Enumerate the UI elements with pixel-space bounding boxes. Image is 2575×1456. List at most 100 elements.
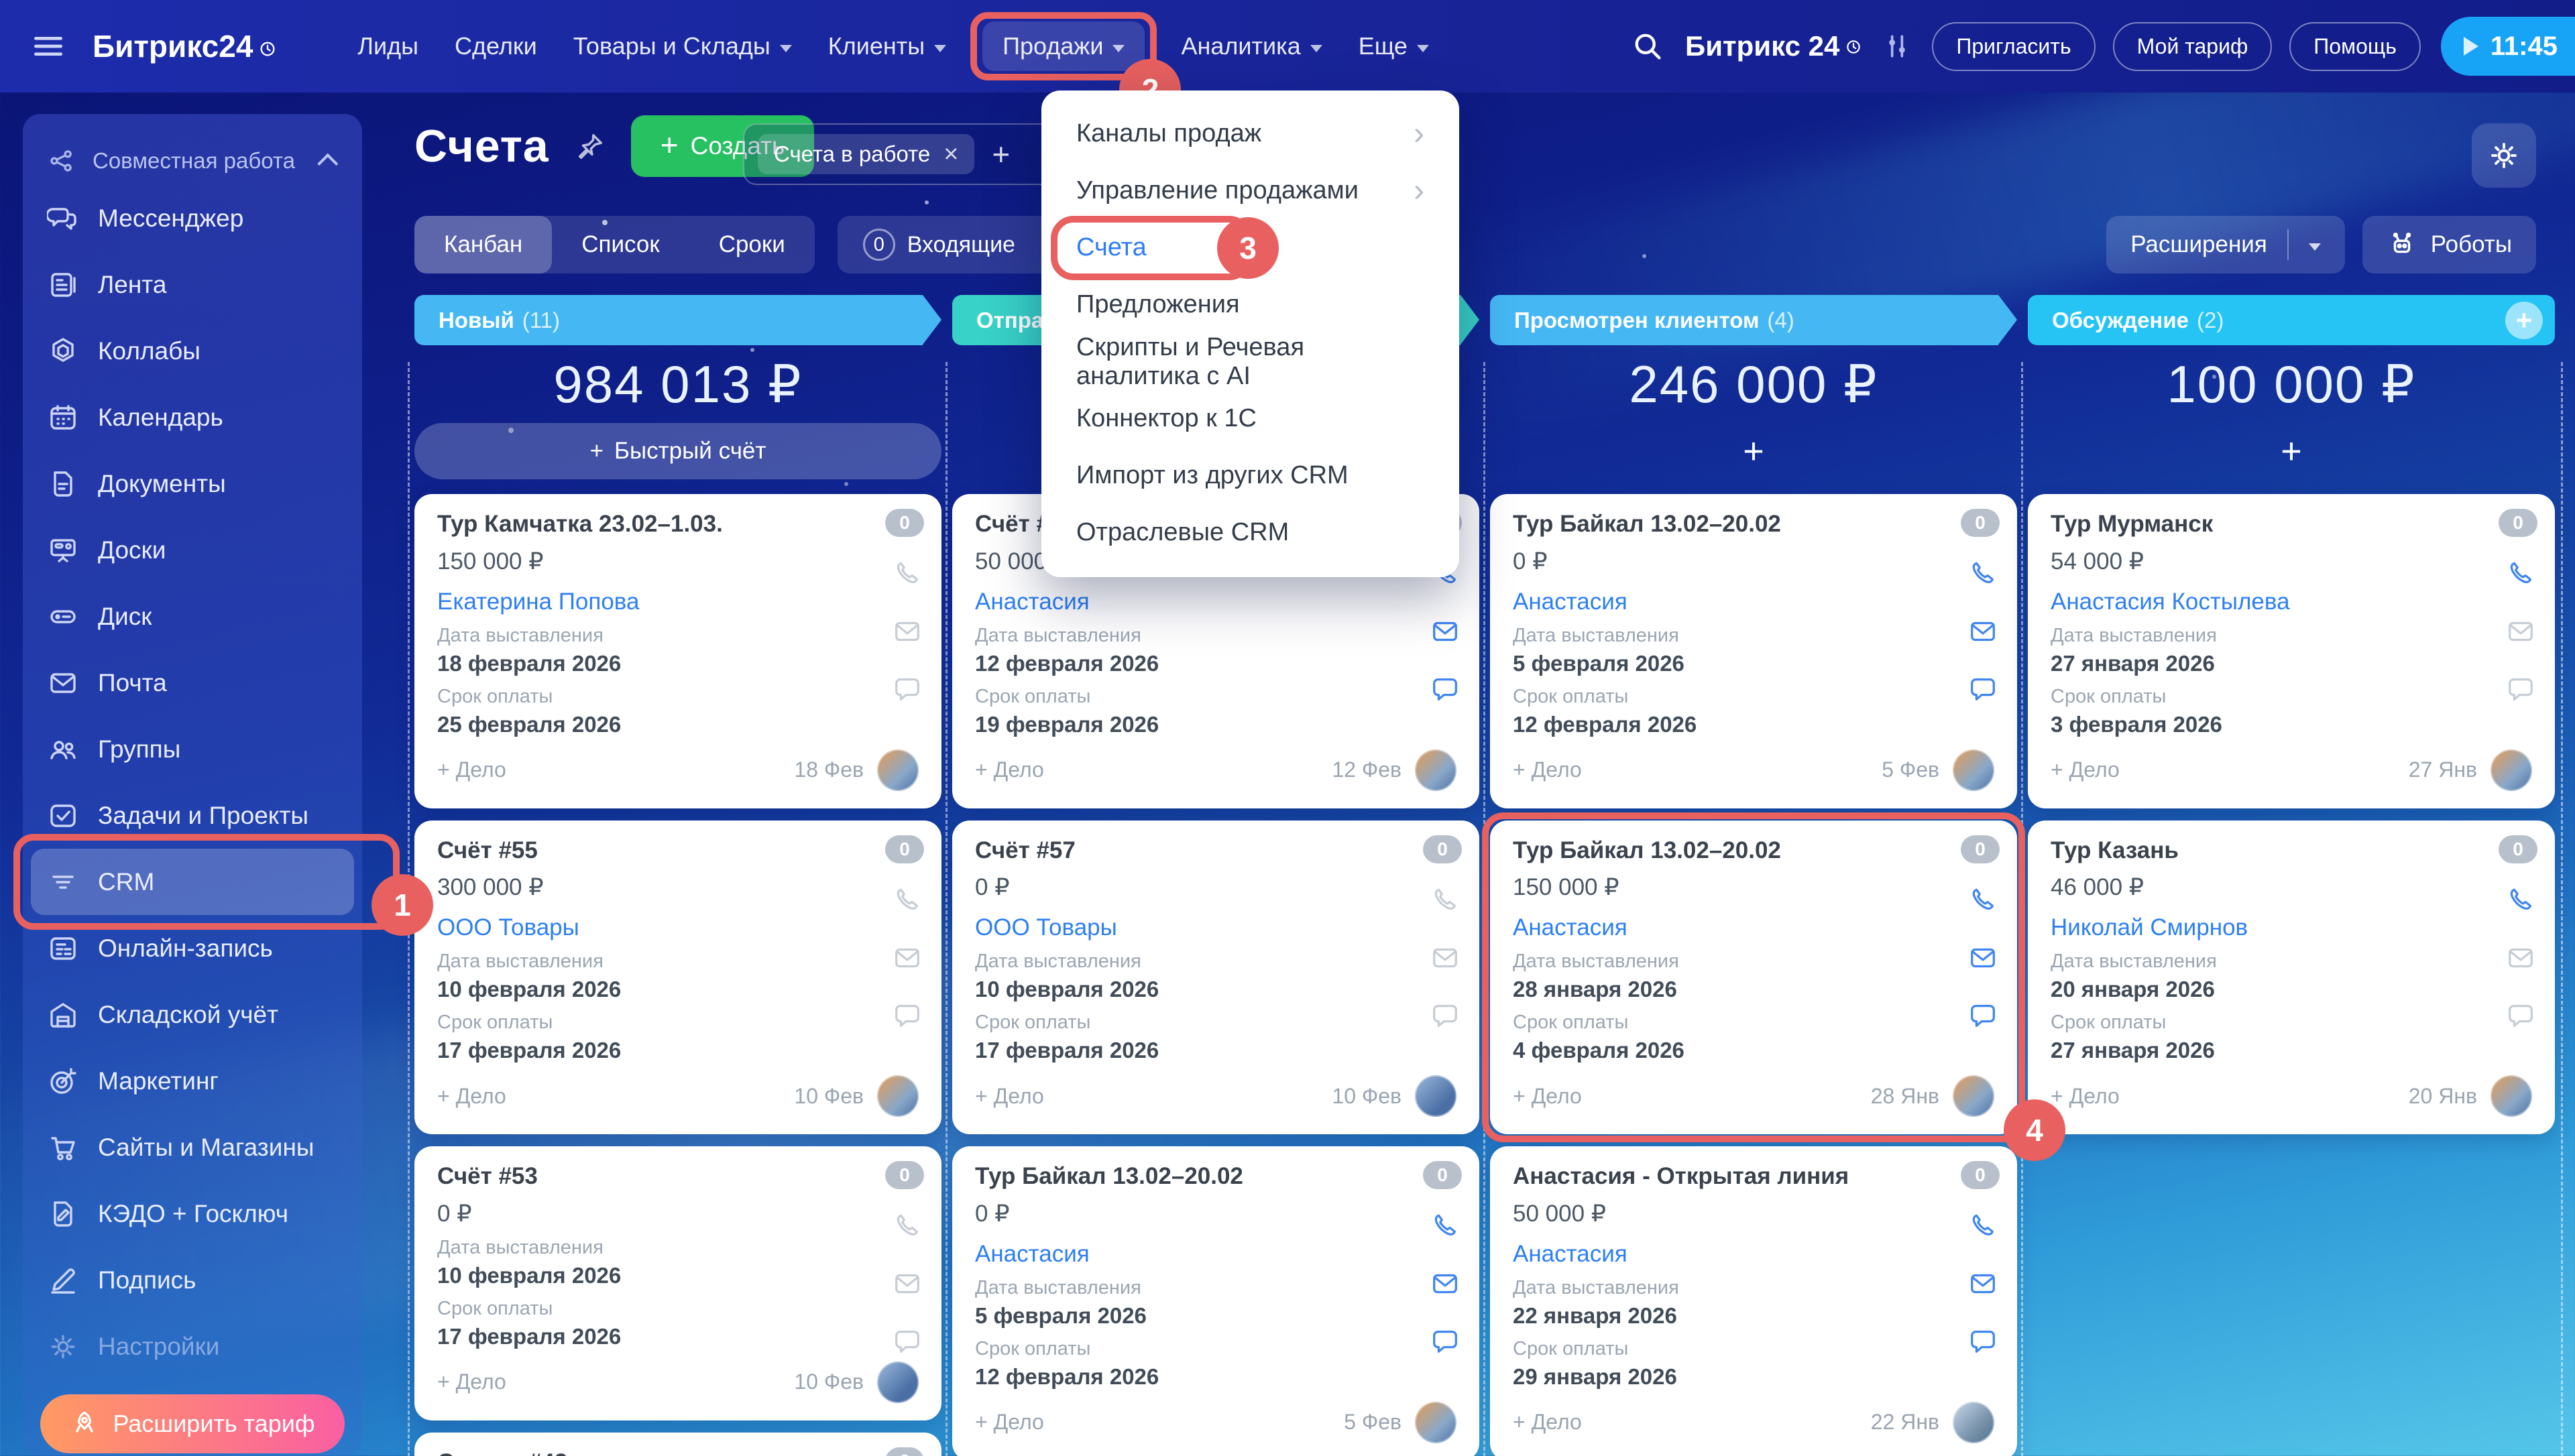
extensions-button[interactable]: Расширения <box>2106 216 2345 274</box>
add-activity-link[interactable]: + Дело <box>2051 757 2120 782</box>
card-client-link[interactable]: Екатерина Попова <box>437 588 640 615</box>
quick-invoice-button[interactable]: + Быстрый счёт <box>414 423 941 479</box>
add-activity-link[interactable]: + Дело <box>975 1410 1044 1434</box>
column-header[interactable]: Просмотрен клиентом (4) <box>1490 295 2017 345</box>
mail-icon[interactable] <box>2505 943 2536 973</box>
phone-icon[interactable] <box>892 1211 923 1241</box>
kanban-card[interactable]: Счёт #55 0 300 000 ₽ ООО Товары Дата выставл… <box>414 820 941 1134</box>
card-client-link[interactable]: Анастасия <box>1513 1240 1627 1267</box>
sidebar-item-CRM[interactable]: CRM 1 <box>13 834 433 936</box>
menu-item-Коннектор к 1С[interactable]: Коннектор к 1С <box>1041 390 1459 447</box>
card-client-link[interactable]: Николай Смирнов <box>2051 914 2248 941</box>
sidebar-item-Маркетинг[interactable]: Маркетинг <box>23 1048 362 1114</box>
phone-icon[interactable] <box>1430 1211 1461 1241</box>
mail-icon[interactable] <box>1967 1268 1998 1299</box>
hamburger-menu-icon[interactable] <box>30 27 67 65</box>
chat-icon[interactable] <box>1967 674 1998 705</box>
add-activity-link[interactable]: + Дело <box>1513 1083 1582 1108</box>
chat-icon[interactable] <box>1967 1326 1998 1357</box>
close-icon[interactable]: × <box>943 139 959 168</box>
sidebar-item-Лента[interactable]: Лента <box>23 251 362 318</box>
tab-Список[interactable]: Список <box>581 231 660 257</box>
kanban-card[interactable]: Счёт #53 0 0 ₽ Дата выставления 10 февраля 2… <box>414 1146 941 1420</box>
chat-icon[interactable] <box>2505 1000 2536 1031</box>
chat-icon[interactable] <box>1430 1000 1461 1031</box>
add-filter-icon[interactable]: + <box>992 137 1011 172</box>
add-activity-link[interactable]: + Дело <box>437 757 506 782</box>
menu-item-Каналы продаж[interactable]: Каналы продаж › <box>1076 115 1424 151</box>
card-client-link[interactable]: Анастасия Костылева <box>2051 588 2290 615</box>
nav-item-Клиенты[interactable]: Клиенты <box>828 32 947 60</box>
phone-icon[interactable] <box>892 558 923 589</box>
chevron-up-icon[interactable] <box>317 153 339 174</box>
add-card-icon[interactable]: + <box>1743 431 1764 471</box>
mail-icon[interactable] <box>892 1268 923 1299</box>
phone-icon[interactable] <box>1967 1211 1998 1241</box>
sidebar-item-Доски[interactable]: Доски <box>23 517 362 583</box>
chat-icon[interactable] <box>1430 674 1461 705</box>
nav-item-Товары и Склады[interactable]: Товары и Склады <box>573 32 792 60</box>
portal-name[interactable]: Битрикс 24 <box>1685 30 1862 62</box>
sidebar-item-Онлайн-запись[interactable]: Онлайн-запись <box>23 915 362 981</box>
mail-icon[interactable] <box>2505 616 2536 647</box>
create-button[interactable]: + Создать <box>630 115 815 177</box>
sidebar-item-Мессенджер[interactable]: Мессенджер <box>23 185 362 251</box>
menu-item-Отраслевые CRM[interactable]: Отраслевые CRM <box>1041 504 1459 561</box>
topbar-button-Помощь[interactable]: Помощь <box>2289 21 2421 71</box>
column-header[interactable]: Обсуждение (2) + <box>2028 295 2555 345</box>
filter-chip[interactable]: Счета в работе × <box>758 134 975 174</box>
kanban-card[interactable]: Счёт #57 0 0 ₽ ООО Товары Дата выставления 10… <box>952 820 1479 1134</box>
mail-icon[interactable] <box>1430 616 1461 647</box>
mail-icon[interactable] <box>892 943 923 973</box>
card-client-link[interactable]: Анастасия <box>1513 914 1627 941</box>
card-client-link[interactable]: Анастасия <box>975 1240 1090 1267</box>
upgrade-plan-button[interactable]: Расширить тариф <box>40 1394 345 1453</box>
mail-icon[interactable] <box>1430 943 1461 973</box>
sidebar-item-Коллабы[interactable]: Коллабы <box>23 318 362 384</box>
menu-item-Управление продажами[interactable]: Управление продажами › <box>1076 172 1424 208</box>
counter-Входящие[interactable]: 0 Входящие <box>862 229 1015 261</box>
add-activity-link[interactable]: + Дело <box>1513 757 1582 782</box>
kanban-card[interactable]: Тур Мурманск 0 54 000 ₽ Анастасия Костылева… <box>2028 494 2555 808</box>
filter-search-bar[interactable]: Счета в работе × + <box>743 123 1058 185</box>
card-client-link[interactable]: ООО Товары <box>437 914 579 941</box>
kanban-card[interactable]: Тур Казань 0 46 000 ₽ Николай Смирнов Дата в… <box>2028 820 2555 1134</box>
phone-icon[interactable] <box>2505 558 2536 589</box>
card-client-link[interactable]: Анастасия <box>975 588 1090 615</box>
sidebar-item-Подпись[interactable]: Подпись <box>23 1247 362 1313</box>
menu-item-Скрипты и Речевая аналитика с AI[interactable]: Скрипты и Речевая аналитика с AI <box>1041 333 1459 390</box>
work-timer-button[interactable]: 11:45 <box>2440 17 2575 76</box>
kanban-card[interactable]: Тур Байкал 13.02–20.02 0 0 ₽ Анастасия Дата … <box>952 1146 1479 1456</box>
sidebar-item-Почта[interactable]: Почта <box>23 650 362 716</box>
kanban-card[interactable]: Сделка #430155 000 ₽ <box>414 1432 941 1456</box>
sidebar-item-Сайты и Магазины[interactable]: Сайты и Магазины <box>23 1114 362 1180</box>
nav-item-Продажи[interactable]: Продажи 2 <box>970 12 1182 121</box>
mail-icon[interactable] <box>892 616 923 647</box>
menu-item-Импорт из других CRM[interactable]: Импорт из других CRM <box>1041 447 1459 504</box>
menu-item-Предложения[interactable]: Предложения <box>1041 276 1459 333</box>
add-activity-link[interactable]: + Дело <box>437 1083 506 1108</box>
sidebar-item-Документы[interactable]: Документы <box>23 450 362 517</box>
kanban-card[interactable]: Анастасия - Открытая линия 0 50 000 ₽ Анаст… <box>1490 1146 2017 1456</box>
chat-icon[interactable] <box>1967 1000 1998 1031</box>
sidebar-item-Настройки[interactable]: Настройки <box>23 1313 362 1380</box>
tab-Канбан[interactable]: Канбан <box>414 216 553 274</box>
nav-item-Еще[interactable]: Еще <box>1359 32 1429 60</box>
kanban-card[interactable]: Тур Байкал 13.02–20.02 0 150 000 ₽ Анастаси… <box>1482 812 2065 1161</box>
column-header[interactable]: Новый (11) <box>414 295 941 345</box>
nav-item-Лиды[interactable]: Лиды <box>357 32 418 60</box>
sidebar-item-Календарь[interactable]: Календарь <box>23 384 362 450</box>
card-client-link[interactable]: Анастасия <box>1513 588 1627 615</box>
mail-icon[interactable] <box>1967 943 1998 973</box>
sidebar-item-Диск[interactable]: Диск <box>23 583 362 650</box>
phone-icon[interactable] <box>892 885 923 916</box>
chat-icon[interactable] <box>892 674 923 705</box>
search-icon[interactable] <box>1630 29 1665 64</box>
phone-icon[interactable] <box>2505 885 2536 916</box>
mail-icon[interactable] <box>1430 1268 1461 1299</box>
add-activity-link[interactable]: + Дело <box>2051 1083 2120 1108</box>
chat-icon[interactable] <box>2505 674 2536 705</box>
add-activity-link[interactable]: + Дело <box>1513 1410 1582 1434</box>
menu-item-Счета[interactable]: Счета 3 <box>1041 215 1459 280</box>
mail-icon[interactable] <box>1967 616 1998 647</box>
